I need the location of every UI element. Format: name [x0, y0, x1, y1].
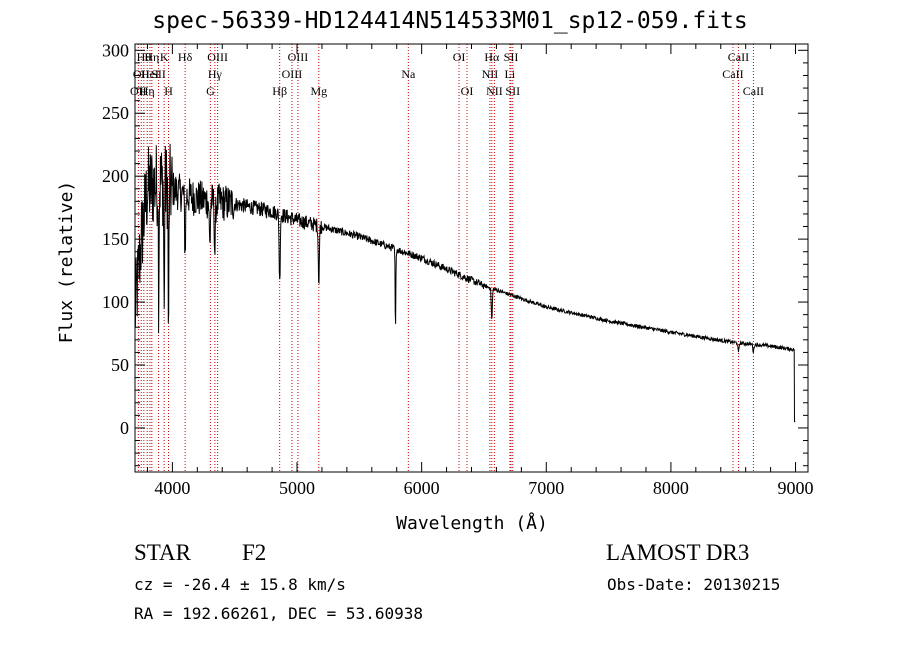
line-marker-label: OIII	[288, 50, 309, 64]
line-marker-label: CaII	[743, 84, 764, 98]
line-marker-label: OI	[461, 84, 474, 98]
line-marker-label: NII	[482, 67, 499, 81]
y-tick-label: 50	[111, 355, 129, 375]
line-marker-label: OI	[453, 50, 466, 64]
y-tick-label: 100	[102, 292, 129, 312]
line-marker-label: SII	[505, 84, 520, 98]
y-tick-label: 300	[102, 40, 129, 60]
x-tick-label: 6000	[404, 478, 440, 498]
line-marker-labels: OIIOIIHθHηHeIHηSIIKHHδGHγOIIIHβOIIIOIIIM…	[130, 50, 764, 98]
object-class: STAR	[134, 540, 191, 565]
line-marker-label: OII	[133, 67, 150, 81]
line-marker-label: OIII	[282, 67, 303, 81]
coordinates-text: RA = 192.66261, DEC = 53.60938	[134, 604, 423, 623]
chart-title: spec-56339-HD124414N514533M01_sp12-059.f…	[152, 8, 748, 34]
object-subclass: F2	[242, 540, 267, 565]
line-marker-label: NII	[486, 84, 503, 98]
line-marker-label: HeI	[141, 67, 159, 81]
x-tick-label: 8000	[653, 478, 689, 498]
line-marker-label: Hδ	[178, 50, 193, 64]
x-tick-label: 7000	[528, 478, 564, 498]
line-marker-label: Hβ	[272, 84, 287, 98]
x-tick-label: 4000	[154, 478, 190, 498]
y-tick-label: 250	[102, 103, 129, 123]
y-tick-label: 0	[120, 418, 129, 438]
survey-name: LAMOST DR3	[606, 540, 750, 565]
line-marker-label: Hγ	[208, 67, 223, 81]
plot-frame	[134, 43, 809, 473]
x-tick-label: 9000	[778, 478, 814, 498]
line-marker-label: SII	[151, 67, 166, 81]
y-axis-label: Flux (relative)	[56, 181, 77, 344]
axis-ticks: 4000 5000 6000 7000 8000 9000 0 50 100 150 200 250 3…	[102, 40, 814, 498]
line-marker-label: OII	[130, 84, 147, 98]
line-marker-label: Hα	[484, 50, 500, 64]
x-axis-label: Wavelength (Å)	[396, 512, 548, 534]
line-markers	[137, 44, 754, 472]
x-tick-label: 5000	[279, 478, 315, 498]
line-marker-label: SII	[504, 50, 519, 64]
line-marker-label: Mg	[310, 84, 327, 98]
line-marker-label: Hη	[144, 50, 159, 64]
line-marker-label: G	[206, 84, 215, 98]
redshift-text: cz = -26.4 ± 15.8 km/s	[134, 575, 346, 594]
obs-date-text: Obs-Date: 20130215	[607, 575, 781, 594]
line-marker-label: Li	[505, 67, 516, 81]
line-marker-label: CaII	[722, 67, 743, 81]
line-marker-label: H	[164, 84, 173, 98]
line-marker-label: Hθ	[137, 50, 152, 64]
line-marker-label: K	[160, 50, 169, 64]
y-tick-label: 200	[102, 166, 129, 186]
line-marker-label: Na	[401, 67, 416, 81]
line-marker-label: Hη	[140, 84, 155, 98]
spectrum-line	[134, 143, 796, 423]
line-marker-label: OIII	[207, 50, 228, 64]
y-tick-label: 150	[102, 229, 129, 249]
line-marker-label: CaII	[728, 50, 749, 64]
